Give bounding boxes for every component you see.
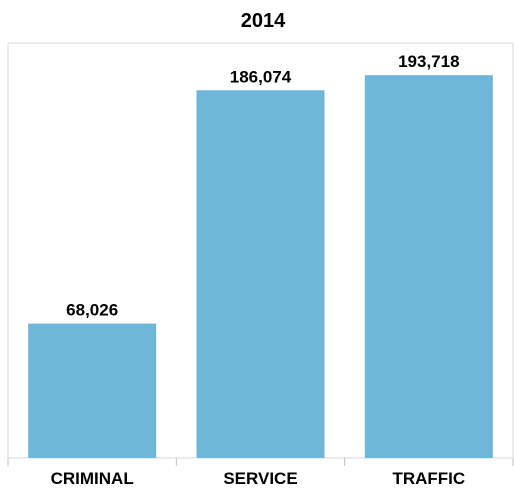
x-axis-tick-labels: CRIMINAL SERVICE TRAFFIC <box>51 469 466 488</box>
data-label-service: 186,074 <box>230 67 292 86</box>
chart-title: 2014 <box>241 10 286 32</box>
x-tick-label-criminal: CRIMINAL <box>51 469 134 488</box>
data-labels-group: 68,026 186,074 193,718 <box>66 52 459 319</box>
data-label-criminal: 68,026 <box>66 301 118 320</box>
bar-criminal <box>28 323 157 458</box>
x-tick-label-traffic: TRAFFIC <box>392 469 465 488</box>
x-axis-ticks <box>7 458 514 466</box>
bars-group <box>28 75 493 458</box>
bar-traffic <box>364 75 493 458</box>
data-label-traffic: 193,718 <box>398 52 459 71</box>
bar-service <box>196 90 325 458</box>
x-tick-label-service: SERVICE <box>223 469 297 488</box>
